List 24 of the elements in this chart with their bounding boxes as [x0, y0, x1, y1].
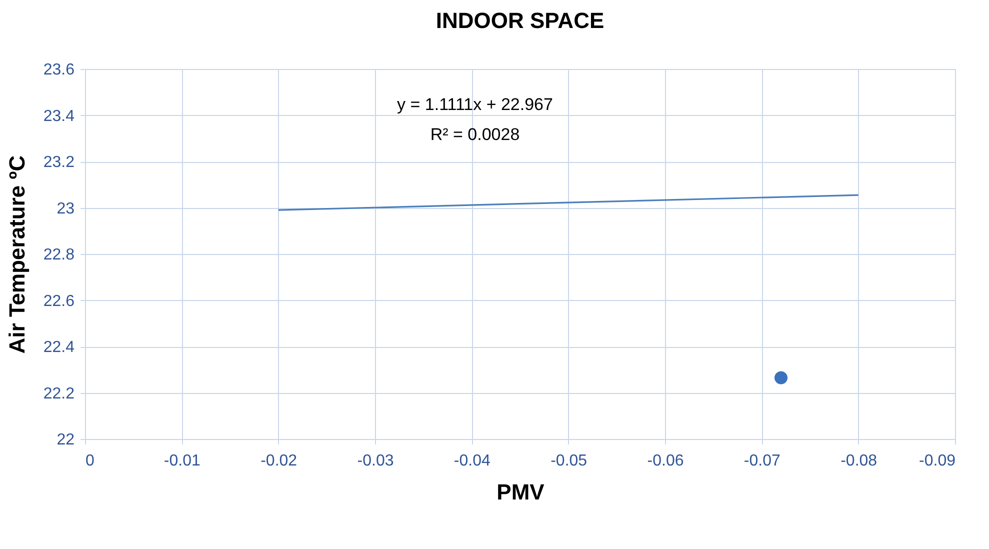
chart-title: INDOOR SPACE — [436, 8, 604, 33]
annotation: R² = 0.0028 — [430, 125, 520, 144]
y-tick-label: 23 — [56, 200, 75, 218]
x-tick-label: -0.05 — [550, 452, 588, 470]
x-tick-label: -0.01 — [164, 452, 201, 470]
y-tick-label: 22.6 — [43, 292, 75, 310]
y-tick-label: 22.2 — [43, 385, 75, 402]
annotation: y = 1.1111x + 22.967 — [397, 95, 553, 114]
x-tick-label: 0 — [86, 452, 94, 470]
x-tick-label: -0.09 — [919, 452, 956, 470]
y-tick-label: 23.4 — [43, 108, 75, 125]
x-tick-label: -0.02 — [260, 452, 298, 470]
x-tick-label: -0.06 — [647, 452, 684, 470]
y-tick-label: 22 — [56, 432, 75, 448]
y-tick-label: 23.2 — [43, 154, 75, 171]
x-axis-title: PMV — [496, 480, 545, 504]
y-tick-label: 23.6 — [43, 62, 75, 78]
y-tick-label: 22.8 — [43, 246, 75, 264]
x-tick-label: -0.07 — [744, 452, 781, 470]
y-tick-label: 22.4 — [43, 339, 75, 356]
x-tick-label: -0.03 — [357, 452, 394, 470]
y-axis-title: Air Temperature ºC — [4, 155, 30, 354]
x-tick-label: -0.08 — [840, 452, 878, 470]
x-tick-label: -0.04 — [454, 452, 491, 470]
